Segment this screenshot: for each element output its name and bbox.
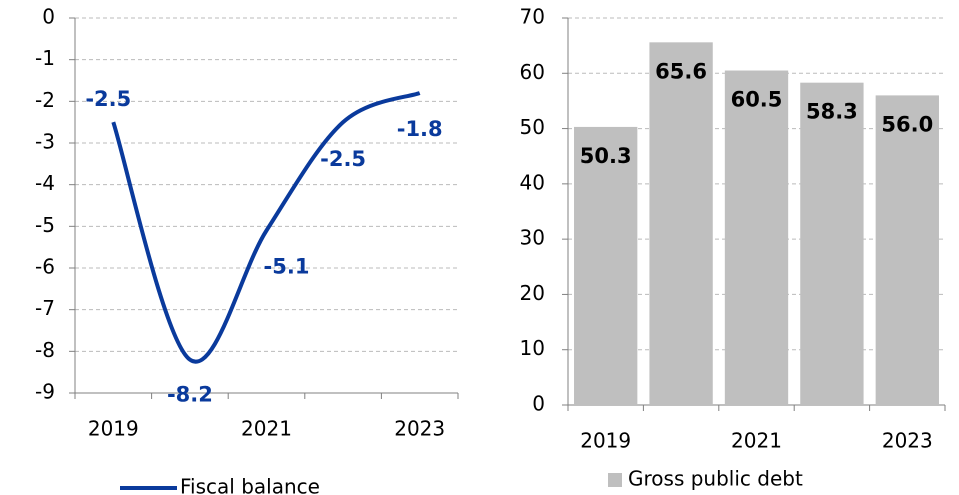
bar <box>875 95 939 406</box>
bar <box>649 42 713 405</box>
bar <box>800 82 864 405</box>
y-tick-label: -4 <box>35 171 55 195</box>
y-tick-label: 30 <box>520 226 545 250</box>
y-tick-label: 10 <box>520 336 545 360</box>
data-label: 65.6 <box>655 59 707 83</box>
line <box>111 91 421 364</box>
data-label: 56.0 <box>881 112 933 136</box>
y-tick-label: 20 <box>520 281 545 305</box>
y-tick-label: -7 <box>35 296 55 320</box>
y-tick-label: 50 <box>520 115 545 139</box>
y-tick-label: 0 <box>42 5 55 29</box>
data-label: 58.3 <box>806 100 858 124</box>
x-tick-label: 2021 <box>241 417 292 441</box>
y-tick-label: -3 <box>35 130 55 154</box>
y-tick-label: 0 <box>532 392 545 416</box>
y-tick-label: -6 <box>35 255 55 279</box>
data-label: -2.5 <box>85 87 131 111</box>
y-tick-label: -5 <box>35 213 55 237</box>
x-tick-label: 2021 <box>731 429 782 453</box>
x-tick-label: 2023 <box>882 429 933 453</box>
bar <box>724 70 789 406</box>
legend-swatch <box>608 473 622 487</box>
legend-label: Fiscal balance <box>180 475 320 495</box>
x-tick-label: 2023 <box>394 417 445 441</box>
y-tick-label: -1 <box>35 46 55 70</box>
data-label: -5.1 <box>264 255 310 279</box>
y-tick-label: 60 <box>520 60 545 84</box>
y-tick-label: -2 <box>35 88 55 112</box>
x-tick-label: 2019 <box>580 429 631 453</box>
data-label: -2.5 <box>320 147 366 171</box>
data-label: -8.2 <box>167 383 213 407</box>
data-label: -1.8 <box>397 117 443 141</box>
bar <box>574 126 638 406</box>
y-tick-label: 70 <box>520 5 545 29</box>
y-tick-label: -8 <box>35 338 55 362</box>
data-label: 50.3 <box>580 144 632 168</box>
y-tick-label: -9 <box>35 380 55 404</box>
y-tick-label: 40 <box>520 170 545 194</box>
data-label: 60.5 <box>731 88 783 112</box>
legend-label: Gross public debt <box>628 467 803 491</box>
x-tick-label: 2019 <box>88 417 139 441</box>
